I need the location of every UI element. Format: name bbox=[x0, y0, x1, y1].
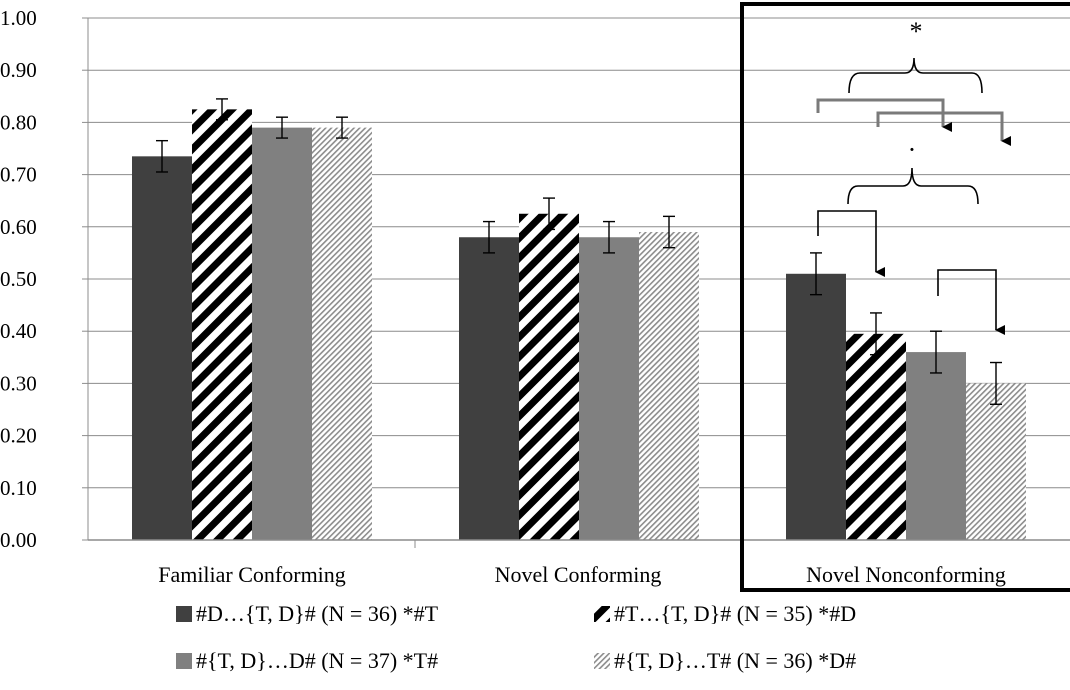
legend-item: #T…{T, D}# (N = 35) *#D bbox=[594, 601, 856, 626]
legend-swatch bbox=[594, 653, 610, 669]
y-tick-label: 1.00 bbox=[0, 6, 37, 30]
legend-item: #{T, D}…D# (N = 37) *T# bbox=[176, 648, 438, 673]
legend-item: #D…{T, D}# (N = 36) *#T bbox=[176, 601, 439, 626]
y-tick-label: 0.40 bbox=[0, 319, 37, 343]
bar bbox=[519, 213, 579, 540]
upper-bracket-right bbox=[876, 111, 1011, 146]
bar bbox=[192, 109, 252, 540]
legend-item: #{T, D}…T# (N = 36) *D# bbox=[594, 648, 856, 673]
error-bars bbox=[156, 98, 1002, 405]
y-tick-label: 0.80 bbox=[0, 110, 37, 134]
legend-label: #{T, D}…T# (N = 36) *D# bbox=[614, 648, 856, 673]
upper-brace bbox=[848, 57, 983, 94]
lower-brace bbox=[847, 167, 979, 205]
upper-significance-mark: * bbox=[910, 17, 923, 46]
bar bbox=[906, 352, 966, 540]
y-tick-label: 0.50 bbox=[0, 267, 37, 291]
category-label: Familiar Conforming bbox=[158, 562, 346, 587]
lower-bracket-left bbox=[817, 210, 885, 277]
y-axis: 0.00 0.10 0.20 0.30 0.40 0.50 0.60 0.70 0.80 0.90… bbox=[0, 6, 88, 552]
bar bbox=[579, 237, 639, 541]
highlight-frame bbox=[740, 2, 1070, 592]
legend: #D…{T, D}# (N = 36) *#T #T…{T, D}# (N = 3… bbox=[176, 601, 856, 673]
significance-annotations: * · bbox=[816, 17, 1011, 335]
legend-label: #{T, D}…D# (N = 37) *T# bbox=[196, 648, 438, 673]
category-labels: Familiar Conforming Novel Conforming Novel… bbox=[158, 562, 1006, 587]
legend-label: #T…{T, D}# (N = 35) *#D bbox=[614, 601, 856, 626]
bar bbox=[966, 383, 1026, 540]
y-tick-label: 0.10 bbox=[0, 476, 37, 500]
category-label: Novel Nonconforming bbox=[806, 562, 1006, 587]
legend-swatch bbox=[176, 606, 192, 622]
bar bbox=[132, 156, 192, 540]
bars bbox=[132, 109, 1026, 541]
lower-bracket-right bbox=[937, 269, 1005, 335]
bar bbox=[252, 127, 312, 541]
bar bbox=[846, 333, 906, 540]
y-tick-label: 0.60 bbox=[0, 215, 37, 239]
y-tick-label: 0.70 bbox=[0, 163, 37, 187]
bar bbox=[786, 273, 846, 540]
lower-significance-mark: · bbox=[908, 135, 917, 164]
legend-swatch bbox=[176, 653, 192, 669]
y-tick-label: 0.20 bbox=[0, 424, 37, 448]
y-tick-label: 0.30 bbox=[0, 371, 37, 395]
category-label: Novel Conforming bbox=[495, 562, 662, 587]
bar bbox=[459, 237, 519, 541]
bar bbox=[312, 127, 372, 541]
legend-swatch bbox=[594, 606, 610, 622]
legend-label: #D…{T, D}# (N = 36) *#T bbox=[196, 601, 439, 626]
bar bbox=[639, 232, 699, 540]
y-tick-label: 0.00 bbox=[0, 528, 37, 552]
y-tick-label: 0.90 bbox=[0, 58, 37, 82]
